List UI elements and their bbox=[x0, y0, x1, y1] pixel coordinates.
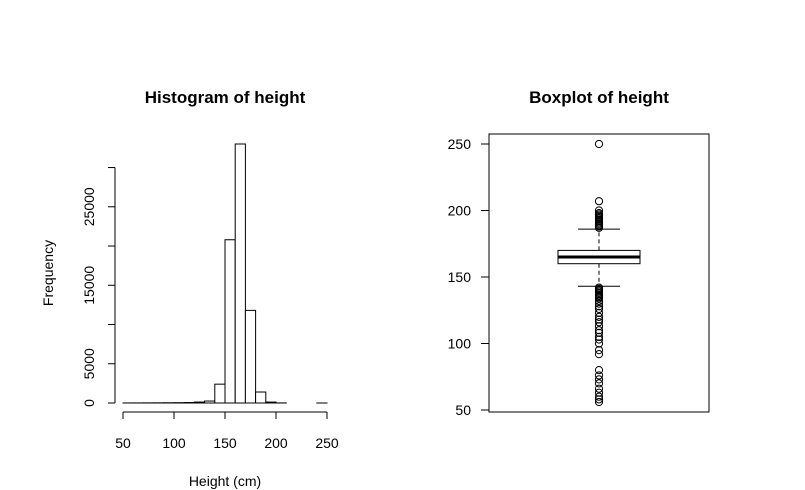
histogram-x-axis-label: Height (cm) bbox=[189, 473, 261, 489]
boxplot-y-axis: 50 100 150 200 250 bbox=[448, 136, 489, 418]
boxplot-frame bbox=[488, 133, 710, 413]
histogram-panel: Histogram of height Height (cm) Frequenc… bbox=[40, 88, 339, 489]
boxplot-outlier bbox=[594, 350, 604, 359]
boxplot-outlier bbox=[594, 206, 604, 215]
histogram-x-tick-label: 100 bbox=[162, 435, 186, 451]
boxplot-outlier bbox=[594, 283, 604, 292]
boxplot-outlier bbox=[594, 339, 604, 348]
boxplot-body bbox=[557, 228, 641, 287]
histogram-title: Histogram of height bbox=[145, 88, 306, 107]
boxplot-outlier bbox=[594, 318, 604, 327]
histogram-bar bbox=[244, 309, 257, 404]
boxplot-outlier bbox=[594, 335, 604, 344]
boxplot-outlier bbox=[594, 371, 604, 380]
boxplot-outlier bbox=[594, 388, 604, 397]
histogram-x-axis: 50 100 150 200 250 bbox=[115, 411, 339, 451]
histogram-bar bbox=[234, 143, 246, 404]
histogram-y-tick-label: 15000 bbox=[81, 266, 97, 305]
boxplot-outlier bbox=[594, 209, 604, 218]
histogram-y-axis-label: Frequency bbox=[40, 240, 56, 306]
boxplot-title: Boxplot of height bbox=[529, 88, 669, 107]
boxplot-outlier bbox=[594, 322, 604, 331]
boxplot-y-tick-label: 200 bbox=[448, 203, 472, 219]
boxplot-outlier bbox=[594, 346, 604, 355]
boxplot-outlier bbox=[594, 312, 604, 321]
boxplot-outlier bbox=[594, 197, 604, 206]
histogram-bar bbox=[204, 400, 216, 404]
histogram-bar bbox=[255, 391, 267, 404]
histogram-y-tick-label: 0 bbox=[81, 399, 97, 407]
boxplot-outlier bbox=[594, 375, 604, 384]
boxplot-y-tick-label: 150 bbox=[448, 269, 472, 285]
boxplot-outlier bbox=[594, 302, 604, 311]
histogram-bar bbox=[214, 383, 226, 404]
histogram-bar bbox=[265, 401, 277, 404]
histogram-bar bbox=[224, 239, 236, 404]
boxplot-y-tick-label: 100 bbox=[448, 336, 472, 352]
boxplot-outlier bbox=[594, 384, 604, 393]
boxplot-outlier bbox=[594, 392, 604, 401]
histogram-x-tick-label: 200 bbox=[264, 435, 288, 451]
boxplot-y-tick-label: 250 bbox=[448, 136, 472, 152]
histogram-y-tick-label: 25000 bbox=[81, 187, 97, 226]
boxplot-outlier bbox=[594, 299, 604, 308]
histogram-y-axis: 0 5000 15000 25000 bbox=[81, 167, 116, 407]
histogram-bar bbox=[193, 401, 206, 404]
boxplot-outlier bbox=[594, 139, 604, 149]
boxplot-outlier bbox=[594, 395, 604, 404]
boxplot-outlier bbox=[594, 366, 604, 375]
boxplot-panel: Boxplot of height 50 100 150 200 250 bbox=[448, 88, 710, 418]
boxplot-outlier bbox=[594, 332, 604, 341]
boxplot-outlier bbox=[594, 397, 604, 407]
histogram-x-tick-label: 250 bbox=[315, 435, 339, 451]
boxplot-y-tick-label: 50 bbox=[455, 402, 471, 418]
histogram-x-tick-label: 150 bbox=[213, 435, 237, 451]
boxplot-outliers bbox=[594, 139, 604, 407]
histogram-bars bbox=[122, 143, 328, 404]
boxplot-outlier bbox=[594, 326, 604, 335]
boxplot-outlier bbox=[594, 328, 604, 337]
boxplot-outlier bbox=[594, 379, 604, 388]
boxplot-outlier bbox=[594, 296, 604, 306]
boxplot-outlier bbox=[594, 308, 604, 318]
boxplot-outlier bbox=[594, 304, 604, 314]
histogram-y-tick-label: 5000 bbox=[81, 348, 97, 379]
boxplot-outlier bbox=[594, 315, 604, 324]
histogram-x-tick-label: 50 bbox=[115, 435, 131, 451]
